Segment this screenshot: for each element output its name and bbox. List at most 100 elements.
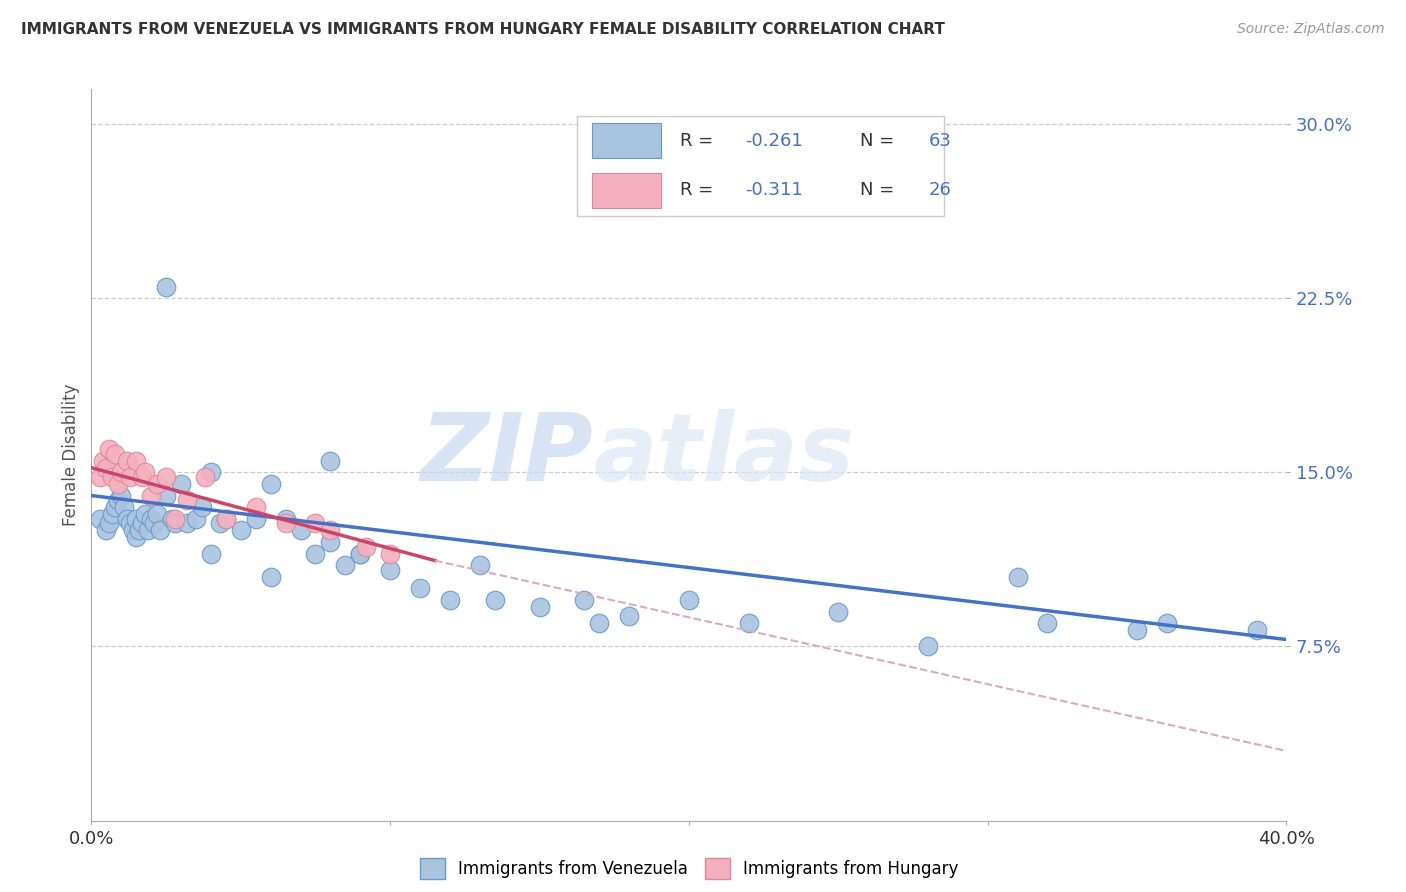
Point [1156, 616, 1178, 631]
Point [468, 558, 491, 573]
Point [134, 466, 156, 480]
Legend: Immigrants from Venezuela, Immigrants from Hungary: Immigrants from Venezuela, Immigrants fr… [413, 852, 965, 886]
Point [98, 442, 121, 456]
Text: -0.261: -0.261 [745, 132, 803, 150]
Point [484, 593, 506, 607]
Text: atlas: atlas [593, 409, 855, 501]
Point [827, 605, 849, 619]
Point [107, 493, 129, 508]
Point [208, 516, 231, 531]
Point [304, 547, 326, 561]
Point [110, 489, 132, 503]
Point [200, 466, 222, 480]
Point [110, 466, 132, 480]
Point [259, 477, 281, 491]
Point [93, 454, 115, 468]
Point [215, 512, 238, 526]
Point [529, 600, 551, 615]
Point [125, 530, 148, 544]
Point [107, 477, 129, 491]
Point [112, 500, 135, 515]
Text: -0.311: -0.311 [745, 181, 803, 199]
Point [380, 547, 402, 561]
Point [184, 512, 207, 526]
Text: 26: 26 [929, 181, 952, 199]
Text: IMMIGRANTS FROM VENEZUELA VS IMMIGRANTS FROM HUNGARY FEMALE DISABILITY CORRELATI: IMMIGRANTS FROM VENEZUELA VS IMMIGRANTS … [21, 22, 945, 37]
Point [349, 547, 371, 561]
Point [96, 524, 118, 538]
Point [115, 512, 138, 526]
Point [128, 524, 150, 538]
Point [131, 516, 153, 531]
Point [259, 570, 281, 584]
Point [319, 524, 342, 538]
Point [176, 516, 198, 531]
Point [574, 593, 596, 607]
Point [155, 470, 177, 484]
Text: 63: 63 [929, 132, 952, 150]
Point [101, 470, 124, 484]
Point [146, 477, 169, 491]
Point [349, 547, 371, 561]
Point [678, 593, 700, 607]
Point [160, 512, 183, 526]
Point [120, 516, 142, 531]
Point [134, 507, 156, 521]
Point [439, 593, 461, 607]
Point [737, 616, 759, 631]
Point [104, 447, 127, 461]
Point [380, 563, 402, 577]
Point [354, 540, 377, 554]
Point [141, 489, 163, 503]
Point [290, 524, 312, 538]
Point [245, 512, 267, 526]
Point [170, 477, 193, 491]
Text: N =: N = [860, 181, 900, 199]
Bar [592, 123, 661, 158]
Text: N =: N = [860, 132, 900, 150]
Point [104, 500, 127, 515]
Point [619, 609, 641, 624]
Point [215, 512, 238, 526]
Point [98, 516, 121, 531]
Point [131, 470, 153, 484]
Text: ZIP: ZIP [420, 409, 593, 501]
Point [155, 279, 177, 293]
Point [274, 516, 297, 531]
Point [1036, 616, 1059, 631]
Point [125, 512, 148, 526]
Point [409, 582, 432, 596]
Point [96, 460, 118, 475]
Point [155, 489, 177, 503]
Point [194, 470, 217, 484]
Point [176, 493, 198, 508]
Point [122, 524, 145, 538]
Point [149, 524, 172, 538]
Point [125, 454, 148, 468]
Point [101, 507, 124, 521]
Point [191, 500, 214, 515]
Point [1126, 624, 1149, 638]
Point [335, 558, 357, 573]
Text: Source: ZipAtlas.com: Source: ZipAtlas.com [1237, 22, 1385, 37]
Point [89, 470, 111, 484]
Point [200, 547, 222, 561]
Point [1007, 570, 1029, 584]
Point [319, 535, 342, 549]
Text: R =: R = [681, 132, 720, 150]
Point [163, 516, 186, 531]
Text: R =: R = [681, 181, 720, 199]
Point [588, 616, 610, 631]
Point [141, 512, 163, 526]
Point [163, 512, 186, 526]
Point [143, 516, 166, 531]
Point [136, 524, 159, 538]
Point [115, 454, 138, 468]
Point [304, 516, 326, 531]
Bar [592, 172, 661, 208]
Point [120, 470, 142, 484]
Point [274, 512, 297, 526]
FancyBboxPatch shape [576, 116, 945, 217]
Point [245, 500, 267, 515]
Y-axis label: Female Disability: Female Disability [62, 384, 80, 526]
